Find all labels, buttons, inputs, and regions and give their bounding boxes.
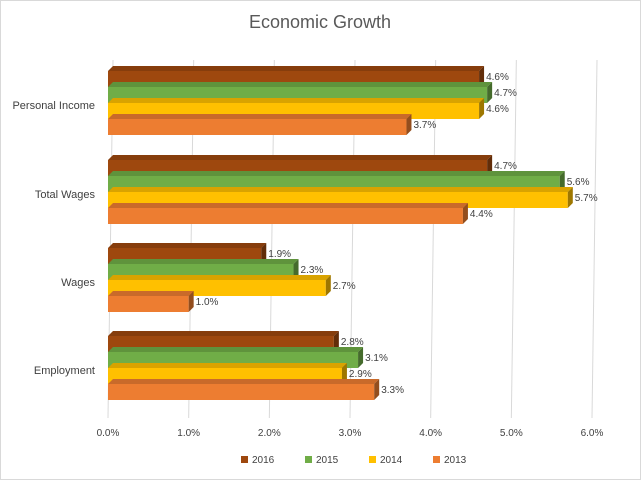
- legend: 2016 2015 2014 2013: [241, 455, 467, 466]
- bar-end-face: [188, 291, 194, 312]
- chart-title: Economic Growth: [249, 12, 391, 32]
- bar: [108, 114, 412, 135]
- legend-swatch: [369, 456, 376, 463]
- x-tick-label: 3.0%: [339, 428, 362, 439]
- bar-top-face: [108, 259, 299, 264]
- bar-top-face: [108, 187, 573, 192]
- bar-end-face: [559, 171, 565, 192]
- bar: [108, 203, 468, 224]
- bar-end-face: [479, 98, 485, 119]
- x-tick-label: 5.0%: [500, 428, 523, 439]
- legend-label: 2014: [380, 455, 403, 466]
- bar-front-face: [108, 208, 463, 224]
- legend-item: 2016: [241, 455, 275, 466]
- data-label: 5.6%: [567, 177, 590, 188]
- legend-item: 2015: [305, 455, 339, 466]
- data-label: 4.7%: [494, 88, 517, 99]
- bar-top-face: [108, 275, 331, 280]
- data-label: 1.0%: [196, 297, 219, 308]
- bar-top-face: [108, 82, 493, 87]
- data-label: 4.6%: [486, 104, 509, 115]
- category-axis: Personal Income Total Wages Wages Employmen…: [12, 100, 95, 377]
- legend-label: 2016: [252, 455, 275, 466]
- bar-end-face: [487, 82, 493, 103]
- bar-top-face: [108, 171, 565, 176]
- x-tick-label: 2.0%: [258, 428, 281, 439]
- data-label: 4.4%: [470, 209, 493, 220]
- bar-end-face: [487, 155, 493, 176]
- category-label: Personal Income: [12, 100, 95, 112]
- data-label: 4.6%: [486, 72, 509, 83]
- category-label: Wages: [61, 277, 95, 289]
- bar-end-face: [479, 66, 485, 87]
- data-label: 3.7%: [413, 120, 436, 131]
- category-label: Total Wages: [35, 189, 96, 201]
- data-label: 2.3%: [301, 265, 324, 276]
- x-tick-label: 0.0%: [97, 428, 120, 439]
- data-label: 3.3%: [381, 385, 404, 396]
- bars: [108, 66, 573, 400]
- bar-front-face: [108, 119, 407, 135]
- bar-end-face: [261, 243, 267, 264]
- bar-top-face: [108, 379, 380, 384]
- value-axis: 0.0% 1.0% 2.0% 3.0% 4.0% 5.0% 6.0%: [97, 428, 604, 439]
- data-label: 2.9%: [349, 369, 372, 380]
- category-label: Employment: [34, 365, 95, 377]
- gridline: [430, 59, 437, 419]
- data-label: 3.1%: [365, 353, 388, 364]
- bar-end-face: [341, 363, 347, 384]
- bar: [108, 379, 380, 400]
- bar-end-face: [293, 259, 299, 280]
- data-label: 2.8%: [341, 337, 364, 348]
- bar-end-face: [406, 114, 412, 135]
- bar-top-face: [108, 243, 267, 248]
- legend-label: 2013: [444, 455, 467, 466]
- bar-top-face: [108, 114, 412, 119]
- bar-end-face: [462, 203, 468, 224]
- data-labels: 4.6% 4.7% 4.6% 3.7% 4.7% 5.6% 5.7% 4.4% 1.9% 2.3%…: [196, 72, 598, 396]
- bar-front-face: [108, 296, 189, 312]
- gridline: [510, 59, 517, 419]
- data-label: 1.9%: [268, 249, 291, 260]
- legend-swatch: [433, 456, 440, 463]
- bar-end-face: [358, 347, 364, 368]
- x-tick-label: 1.0%: [177, 428, 200, 439]
- bar-end-face: [333, 331, 339, 352]
- x-tick-label: 6.0%: [581, 428, 604, 439]
- bar-end-face: [567, 187, 573, 208]
- bar-top-face: [108, 155, 493, 160]
- legend-swatch: [305, 456, 312, 463]
- data-label: 4.7%: [494, 161, 517, 172]
- bar: [108, 291, 194, 312]
- bar-end-face: [374, 379, 380, 400]
- legend-item: 2013: [433, 455, 467, 466]
- bar-top-face: [108, 347, 364, 352]
- data-label: 2.7%: [333, 281, 356, 292]
- legend-label: 2015: [316, 455, 339, 466]
- bar-top-face: [108, 331, 339, 336]
- bar-end-face: [325, 275, 331, 296]
- bar-top-face: [108, 98, 485, 103]
- bar-top-face: [108, 291, 194, 296]
- bar-top-face: [108, 363, 347, 368]
- bar-top-face: [108, 66, 485, 71]
- legend-swatch: [241, 456, 248, 463]
- x-tick-label: 4.0%: [419, 428, 442, 439]
- gridline: [591, 59, 598, 419]
- data-label: 5.7%: [575, 193, 598, 204]
- bar-front-face: [108, 384, 375, 400]
- bar-top-face: [108, 203, 468, 208]
- legend-item: 2014: [369, 455, 403, 466]
